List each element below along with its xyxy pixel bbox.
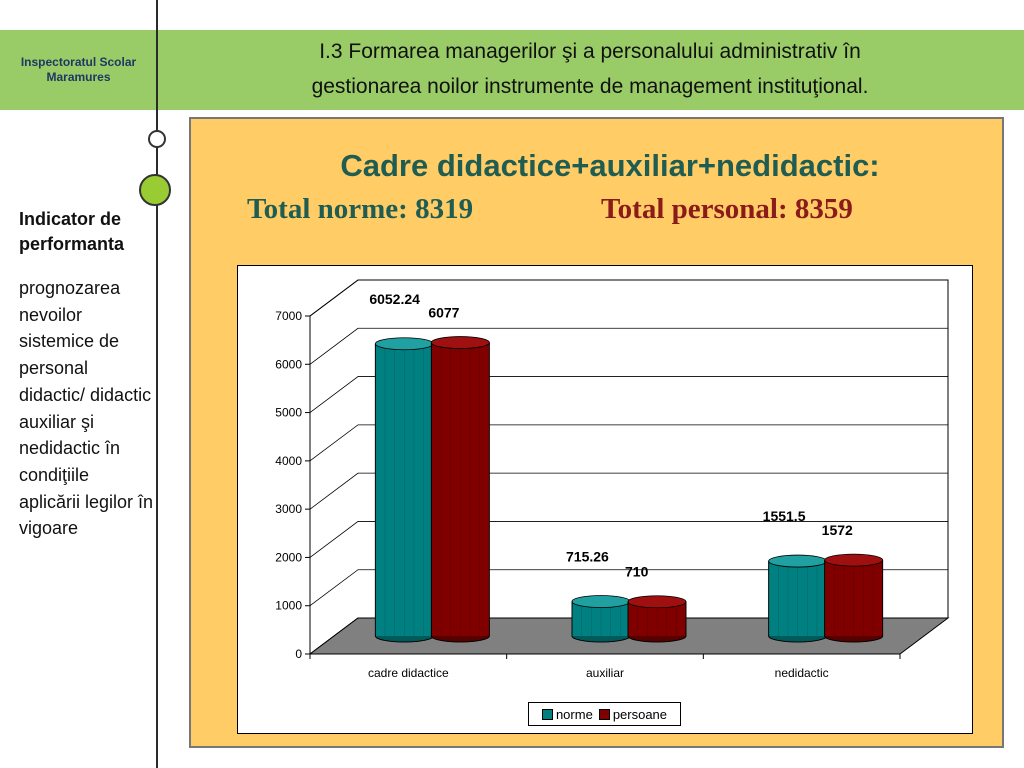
legend-item-norme: norme <box>541 706 593 722</box>
y-tick-label: 7000 <box>275 309 302 323</box>
bar-top-norme-1 <box>571 595 631 608</box>
data-label-persoane-0: 6077 <box>428 305 459 321</box>
data-label-persoane-2: 1572 <box>822 522 853 538</box>
total-norme: Total norme: 8319 <box>247 193 474 225</box>
gridline <box>309 279 948 317</box>
bar-top-norme-2 <box>768 554 828 568</box>
slide-title: I.3 Formarea managerilor şi a personalul… <box>200 34 980 104</box>
legend-item-persoane: persoane <box>598 706 668 722</box>
gridline <box>309 424 948 462</box>
vertical-divider <box>156 0 158 768</box>
slide-title-line1: I.3 Formarea managerilor şi a personalul… <box>319 40 861 63</box>
slide-title-line2: gestionarea noilor instrumente de manage… <box>311 75 869 98</box>
x-tick-label: nedidactic <box>775 666 829 680</box>
decor-circle-green <box>139 174 171 206</box>
bar-top-persoane-2 <box>824 553 884 567</box>
org-name-line2: Maramures <box>46 70 111 84</box>
gridline <box>309 327 948 365</box>
data-label-norme-0: 6052.24 <box>369 291 420 307</box>
data-label-norme-2: 1551.5 <box>763 508 806 524</box>
legend-swatch-persoane <box>598 708 610 720</box>
chart-legend: norme persoane <box>528 702 681 726</box>
y-tick-label: 1000 <box>275 599 302 613</box>
bar-top-persoane-0 <box>430 336 490 349</box>
bar-chart: 0 1000 2000 3000 4000 5000 6000 7000 cadre didac… <box>275 279 950 680</box>
legend-swatch-norme <box>541 708 553 720</box>
y-tick-label: 2000 <box>275 550 302 564</box>
org-name-line1: Inspectoratul Scolar <box>20 55 137 69</box>
gridline <box>309 472 948 510</box>
y-tick-label: 5000 <box>275 406 302 420</box>
bar-top-persoane-1 <box>627 595 687 609</box>
data-label-norme-1: 715.26 <box>566 548 609 564</box>
decor-circle-small <box>148 130 166 148</box>
data-label-persoane-1: 710 <box>625 564 649 580</box>
y-tick-label: 0 <box>295 647 302 661</box>
y-tick-label: 6000 <box>275 357 302 371</box>
chart-container: 0 1000 2000 3000 4000 5000 6000 7000 cadre didac… <box>237 265 973 734</box>
header-band <box>0 30 1024 110</box>
y-tick-label: 3000 <box>275 502 302 516</box>
indicator-heading: Indicator de performanta <box>19 209 125 254</box>
total-personal: Total personal: 8359 <box>601 193 853 225</box>
legend-label-persoane: persoane <box>612 706 668 722</box>
gridline <box>309 521 948 558</box>
x-tick-label: auxiliar <box>586 666 624 680</box>
x-tick-label: cadre didactice <box>368 666 449 680</box>
gridline <box>309 376 948 413</box>
legend-label-norme: norme <box>555 706 593 722</box>
panel-title: Cadre didactice+auxiliar+nedidactic: <box>340 148 880 183</box>
y-tick-label: 4000 <box>275 454 302 468</box>
gridline <box>309 569 948 607</box>
bar-top-norme-0 <box>374 337 434 351</box>
indicator-description: prognozarea nevoilor sistemice de person… <box>19 278 154 539</box>
org-logo-box: Inspectoratul Scolar Maramures <box>0 30 157 110</box>
